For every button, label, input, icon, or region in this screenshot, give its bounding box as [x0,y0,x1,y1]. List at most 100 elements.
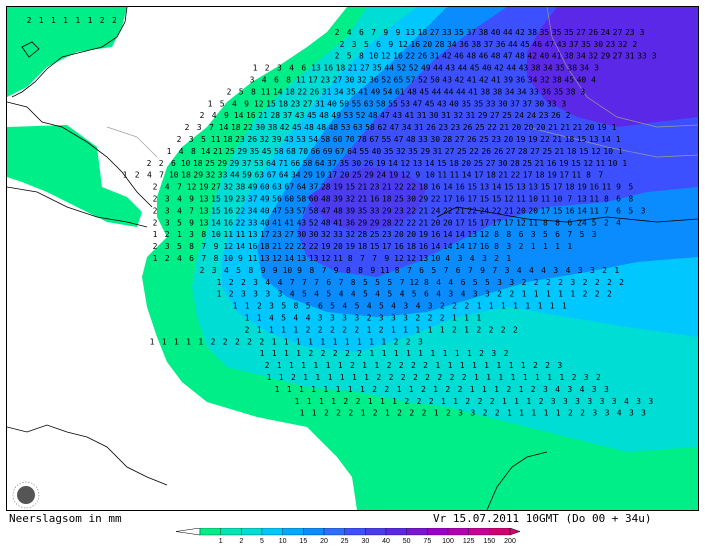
grid-value: 35 [461,99,471,108]
grid-value: 9 [334,266,339,275]
grid-value: 1 [326,361,331,370]
grid-value: 1 [279,373,284,382]
grid-value: 1 [162,337,167,346]
grid-value: 33 [486,99,496,108]
grid-value: 2 [422,409,427,418]
grid-value: 5 [201,135,206,144]
grid-value: 3 [652,52,657,61]
grid-value: 25 [394,195,404,204]
grid-value: 31 [466,111,476,120]
grid-value: 1 [435,361,440,370]
grid-value: 2 [373,409,378,418]
grid-value: 23 [235,135,245,144]
grid-value: 16 [589,183,599,192]
grid-value: 43 [295,111,305,120]
grid-value: 11 [589,206,599,215]
grid-value: 31 [414,123,424,132]
grid-value: 11 [211,135,221,144]
grid-value: 1 [369,349,374,358]
grid-value: 52 [381,76,391,85]
grid-value: 39 [503,76,513,85]
grid-value: 35 [346,87,356,96]
grid-value: 27 [303,99,313,108]
legend-tick-label: 50 [403,538,411,544]
grid-value: 2 [423,361,428,370]
grid-value: 8 [604,195,609,204]
grid-value: 4 [461,290,466,299]
grid-value: 4 [339,290,344,299]
grid-value: 37 [248,195,258,204]
grid-value: 2 [135,171,140,180]
grid-value: 4 [165,183,170,192]
grid-value: 18 [565,135,575,144]
grid-value: 2 [291,373,296,382]
grid-value: 1 [394,349,399,358]
grid-value: 44 [384,64,394,73]
grid-value: 18 [285,87,295,96]
grid-value: 12 [254,99,264,108]
grid-value: 2 [245,325,250,334]
legend-tick-label: 20 [320,538,328,544]
grid-value: 44 [503,28,513,37]
grid-value: 4 [448,278,453,287]
grid-value: 3 [418,337,423,346]
grid-value: 13 [405,28,415,37]
grid-value: 26 [588,28,598,37]
grid-value: 21 [358,183,368,192]
grid-value: 29 [237,147,247,156]
grid-value: 40 [260,218,270,227]
coastline-bottom-right [486,451,548,510]
grid-value: 5 [580,230,585,239]
grid-value: 10 [283,266,293,275]
grid-value: 18 [406,242,416,251]
grid-value: 1 [464,314,469,323]
grid-value: 22 [309,242,319,251]
grid-value: 3 [485,290,490,299]
grid-value: 11 [541,195,551,204]
grid-value: 20 [340,171,350,180]
grid-value: 2 [595,278,600,287]
grid-value: 34 [248,206,258,215]
grid-value: 19 [223,195,233,204]
precip-area-west-2 [7,125,142,227]
grid-value: 1 [267,373,272,382]
grid-value: 1 [562,302,567,311]
grid-value: 25 [502,111,512,120]
grid-value: 47 [272,206,282,215]
precipitation-map[interactable]: 2 1 1 1 1 1 2 2 2 4 6 7 9 9 13 18 27 33 35 37 38 40 44 42 38 35 35… [6,6,699,511]
coastline-sweden [7,101,153,208]
grid-value: 7 [604,206,609,215]
grid-value: 20 [406,230,416,239]
grid-value: 8 [395,266,400,275]
grid-value: 7 [492,266,497,275]
grid-value: 1 [299,385,304,394]
grid-value: 1 [345,337,350,346]
grid-value: 10 [223,254,233,263]
grid-value: 37 [466,28,476,37]
grid-value: 15 [480,195,490,204]
grid-value: 1 [526,397,531,406]
grid-value: 23 [539,111,549,120]
grid-value: 1 [409,385,414,394]
grid-value: 9 [273,266,278,275]
grid-value: 7 [314,278,319,287]
grid-value: 7 [444,266,449,275]
grid-value: 67 [267,171,277,180]
grid-value: 1 [361,409,366,418]
grid-value: 50 [430,76,440,85]
grid-value: 22 [406,206,416,215]
precip-area-west [7,7,127,97]
grid-value: 15 [437,159,447,168]
grid-value: 4 [351,290,356,299]
grid-value: 32 [206,171,216,180]
grid-value: 22 [394,183,404,192]
grid-value: 2 [476,325,481,334]
grid-value: 2 [177,135,182,144]
grid-value: 25 [479,135,489,144]
grid-value: 48 [333,206,343,215]
grid-value: 4 [436,290,441,299]
grid-value: 6 [326,278,331,287]
grid-value: 21 [419,206,429,215]
grid-value: 1 [39,16,44,25]
grid-value: 1 [51,16,56,25]
